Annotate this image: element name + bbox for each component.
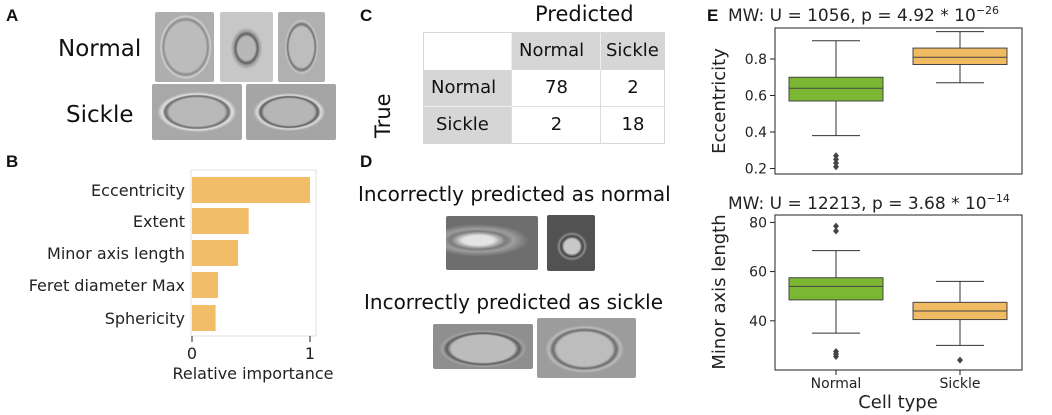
box-normal (788, 277, 884, 301)
caption-predicted-normal: Incorrectly predicted as normal (358, 182, 671, 206)
panel-label-b: B (6, 152, 19, 171)
importance-bar (192, 272, 218, 298)
panel-label-a: A (6, 6, 19, 25)
outlier-point (833, 222, 839, 230)
outlier-point (833, 163, 839, 171)
category-label: Eccentricity (91, 181, 185, 200)
importance-bar (192, 305, 216, 331)
eccentricity-frame (774, 27, 1023, 175)
cm-row-header-sickle: Sickle (424, 106, 511, 144)
minor-axis-title: MW: U = 12213, p = 3.68 * 10−14 (728, 192, 1010, 214)
panel-label-c: C (360, 6, 373, 25)
normal-cell-image-1 (155, 12, 214, 82)
true-header: True (371, 93, 395, 138)
sickle-cell-image-1 (152, 84, 242, 140)
cm-cell-normal-sickle: 2 (600, 70, 665, 106)
misclassified-sickle-image-1 (446, 216, 538, 270)
caption-predicted-sickle: Incorrectly predicted as sickle (364, 290, 664, 314)
minor-axis-ylabel: Minor axis length (709, 214, 730, 369)
y-tick-label: 40 (749, 314, 767, 330)
cm-cell-normal-normal: 78 (511, 70, 601, 106)
importance-bar (192, 240, 239, 266)
importance-bar (192, 208, 249, 234)
y-tick-label: 60 (749, 265, 767, 281)
outlier-point (833, 227, 839, 235)
sickle-cell-image-2 (246, 84, 336, 140)
cm-cell-sickle-sickle: 18 (600, 106, 665, 144)
row-label-normal: Normal (58, 36, 142, 62)
feature-importance-chart: Eccentricity Extent Minor axis length Feret… (29, 169, 334, 383)
x-tick-label-1: 1 (305, 344, 315, 363)
feature-importance-frame (190, 169, 317, 337)
y-tick-label: 0.6 (745, 89, 767, 105)
outlier-point (957, 356, 963, 364)
misclassified-normal-image-1 (433, 324, 533, 369)
x-axis-label-cell-type: Cell type (858, 392, 938, 413)
outlier-point (833, 155, 839, 163)
normal-cell-image-2 (220, 12, 273, 82)
x-tick-label-0: 0 (187, 344, 197, 363)
row-label-sickle: Sickle (66, 102, 134, 128)
cm-col-header-sickle: Sickle (600, 33, 665, 70)
eccentricity-title: MW: U = 1056, p = 4.92 * 10−26 (728, 4, 999, 26)
cm-cell-sickle-normal: 2 (511, 106, 601, 144)
category-label: Extent (133, 212, 185, 231)
minor-axis-frame (774, 214, 1023, 371)
x-tick-label-normal: Normal (811, 376, 862, 392)
cm-col-header-normal: Normal (511, 33, 601, 70)
cm-row-header-normal: Normal (424, 70, 511, 106)
panel-label-d: D (360, 152, 373, 171)
misclassified-normal-image-2 (537, 318, 636, 378)
outlier-point (833, 159, 839, 167)
normal-cell-image-3 (278, 12, 325, 82)
box-sickle (912, 47, 1008, 65)
outlier-point (833, 352, 839, 360)
y-tick-label: 0.8 (745, 52, 767, 68)
confusion-matrix: Normal Sickle Normal 78 2 Sickle 2 18 (423, 32, 665, 144)
category-label: Sphericity (105, 309, 185, 328)
predicted-header: Predicted (535, 2, 634, 26)
y-tick-label: 80 (749, 215, 767, 231)
importance-bar (192, 177, 310, 203)
panel-label-e: E (707, 6, 719, 25)
cm-corner-cell (424, 33, 511, 70)
category-label: Minor axis length (47, 244, 185, 263)
misclassified-sickle-image-2 (547, 215, 595, 271)
eccentricity-ylabel: Eccentricity (709, 48, 730, 154)
y-tick-label: 0.2 (745, 162, 767, 178)
boxplot-panel: MW: U = 1056, p = 4.92 * 10−26 0.2 0.4 0.6… (709, 4, 1023, 413)
category-label: Feret diameter Max (29, 276, 185, 295)
outlier-point (833, 152, 839, 160)
box-normal (788, 76, 884, 102)
x-tick-label-sickle: Sickle (939, 376, 980, 392)
x-axis-label: Relative importance (172, 364, 333, 383)
y-tick-label: 0.4 (745, 125, 767, 141)
